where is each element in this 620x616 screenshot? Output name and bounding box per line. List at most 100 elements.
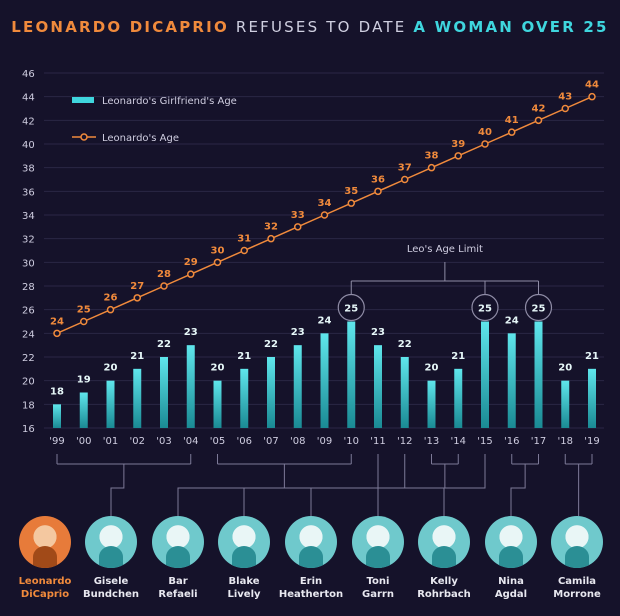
person-last-name: Refaeli (158, 589, 198, 600)
x-tick-label: '10 (344, 436, 359, 447)
bar-label-'14: 21 (451, 351, 465, 362)
x-tick-label: '18 (558, 436, 573, 447)
avatar (152, 516, 204, 568)
bar-'05 (213, 380, 222, 428)
person-name: Nina Agdal (478, 575, 544, 601)
leo-point-'17 (534, 116, 543, 125)
person-erin-heatherton: Erin Heatherton (278, 516, 344, 601)
x-tick-label: '12 (397, 436, 412, 447)
bar-label-'18: 20 (558, 363, 572, 374)
leo-label-'18: 43 (558, 92, 572, 103)
x-tick-label: '00 (76, 436, 91, 447)
person-first-name: Blake (228, 576, 260, 587)
age-limit-circle (524, 293, 553, 322)
bar-label-'09: 24 (318, 315, 332, 326)
person-connector (510, 464, 526, 516)
title-part-end: A WOMAN OVER 25 (413, 18, 609, 36)
leo-label-'02: 27 (130, 281, 144, 292)
x-tick-label: '99 (49, 436, 64, 447)
age-limit-circle (471, 293, 499, 322)
person-last-name: Morrone (553, 589, 601, 600)
bar-label-'00: 19 (77, 375, 91, 386)
person-first-name: Bar (168, 576, 188, 587)
bar-label-'13: 20 (425, 363, 439, 374)
leo-label-'17: 42 (532, 103, 546, 114)
leo-label-'13: 38 (425, 151, 439, 162)
leo-point-'00 (80, 317, 88, 326)
y-tick-label: 42 (22, 116, 35, 127)
avatar (352, 516, 404, 568)
legend-swatch-girlfriend (72, 97, 94, 103)
bar-'18 (561, 380, 570, 428)
person-name: Leonardo DiCaprio (12, 575, 78, 601)
person-connector (177, 464, 285, 516)
person-name: Blake Lively (211, 575, 277, 601)
bar-'03 (160, 357, 168, 428)
person-nina-agdal: Nina Agdal (478, 516, 544, 601)
leo-label-'99: 24 (50, 316, 64, 327)
bar-'06 (240, 368, 249, 428)
leo-label-'12: 37 (398, 163, 412, 174)
bar-label-'03: 22 (157, 339, 171, 350)
person-camila-morrone: Camila Morrone (544, 516, 610, 601)
leo-point-'06 (240, 246, 248, 255)
bar-label-'17: 25 (532, 304, 546, 315)
x-tick-label: '11 (370, 436, 385, 447)
x-tick-label: '08 (290, 436, 305, 447)
leo-label-'07: 32 (264, 222, 278, 233)
person-last-name: Bundchen (83, 589, 139, 600)
x-tick-label: '07 (263, 436, 278, 447)
y-tick-label: 40 (22, 140, 35, 151)
x-tick-label: '06 (237, 436, 252, 447)
leo-label-'01: 26 (104, 293, 118, 304)
bar-'07 (267, 357, 275, 428)
leo-point-'16 (508, 128, 516, 136)
leo-point-'10 (347, 199, 355, 207)
bar-label-'07: 22 (264, 339, 278, 350)
person-first-name: Camila (557, 576, 597, 587)
leo-point-'05 (213, 258, 222, 267)
legend-label-girlfriend: Leonardo's Girlfriend's Age (102, 96, 237, 107)
person-connector (310, 464, 406, 516)
leo-label-'00: 25 (77, 305, 91, 316)
x-tick-label: '02 (130, 436, 145, 447)
y-tick-label: 44 (22, 93, 35, 104)
leo-point-'09 (320, 211, 329, 219)
y-tick-label: 28 (22, 282, 35, 293)
title-part-name: LEONARDO DICAPRIO (11, 18, 229, 36)
y-tick-label: 36 (22, 187, 35, 198)
x-tick-label: '05 (210, 436, 225, 447)
person-last-name: DiCaprio (20, 589, 70, 600)
bar-label-'05: 20 (211, 363, 225, 374)
age-limit-label: Leo's Age Limit (407, 244, 483, 255)
person-toni-garrn: Toni Garrn (345, 516, 411, 601)
leo-point-'03 (160, 282, 168, 290)
bar-'11 (374, 345, 382, 428)
bar-'19 (588, 368, 596, 428)
person-last-name: Garrn (362, 589, 394, 600)
leo-point-'14 (454, 152, 462, 160)
leo-point-'07 (267, 234, 275, 243)
person-first-name: Nina (498, 576, 524, 587)
bar-label-'01: 20 (104, 363, 118, 374)
bar-label-'16: 24 (505, 315, 519, 326)
y-tick-label: 32 (22, 235, 35, 246)
leo-point-'08 (294, 223, 302, 231)
person-gisele-bundchen: Gisele Bundchen (78, 516, 144, 601)
bar-label-'15: 25 (478, 304, 492, 315)
bar-'04 (186, 345, 195, 428)
leo-point-'15 (481, 140, 489, 148)
leo-label-'10: 35 (344, 186, 358, 197)
person-connector (443, 464, 486, 516)
avatar (485, 516, 537, 568)
leo-point-'11 (374, 187, 382, 196)
leo-label-'05: 30 (211, 245, 225, 256)
bar-'08 (293, 345, 302, 428)
y-tick-label: 26 (22, 306, 35, 317)
y-tick-label: 24 (22, 329, 35, 340)
bar-'16 (507, 333, 516, 428)
person-first-name: Gisele (93, 576, 129, 587)
y-tick-label: 46 (22, 69, 35, 80)
bar-label-'12: 22 (398, 339, 412, 350)
x-tick-label: '16 (504, 436, 519, 447)
